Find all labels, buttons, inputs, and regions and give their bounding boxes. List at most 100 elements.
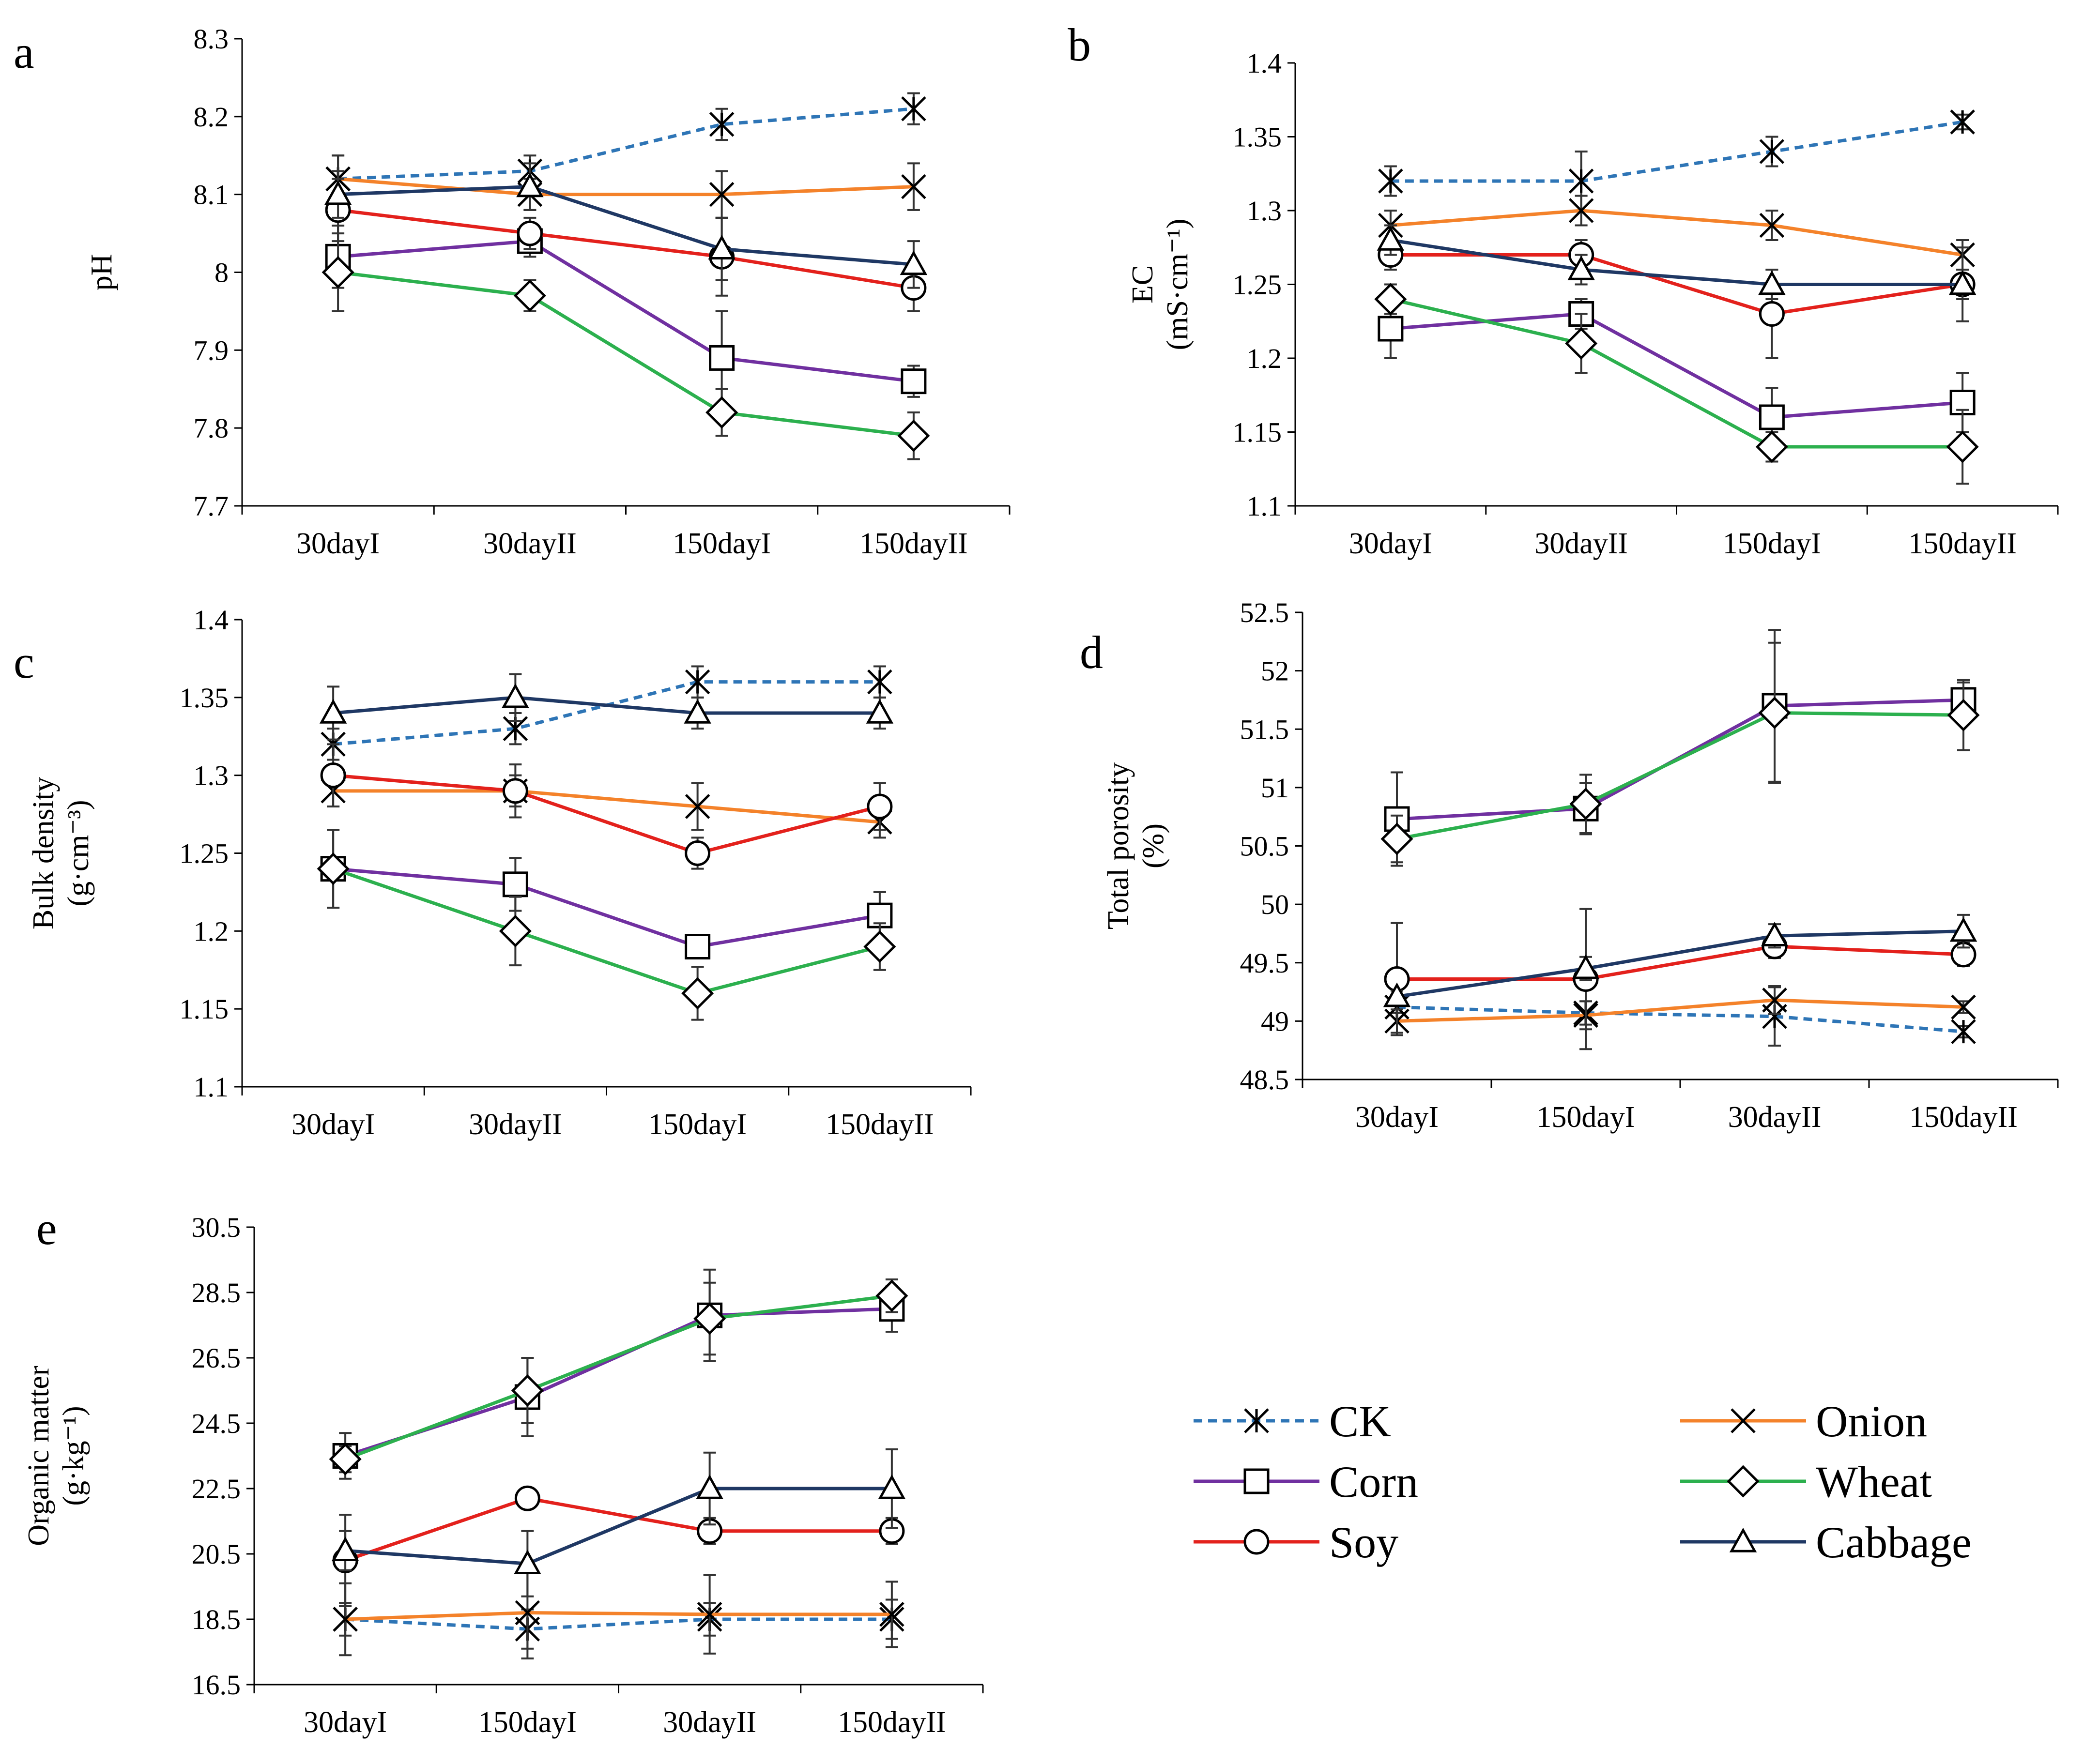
data-point: [1572, 954, 1600, 979]
series-onion: [325, 154, 926, 219]
series-line: [1396, 1005, 1964, 1034]
data-point: [901, 368, 927, 395]
series-wheat: [322, 232, 930, 460]
data-point: [331, 1536, 359, 1561]
x-tick-label: 150dayI: [1723, 527, 1821, 560]
series-line: [1396, 998, 1964, 1023]
y-tick-label: 26.5: [192, 1342, 241, 1374]
data-point: [333, 1607, 358, 1632]
y-tick-label: 18.5: [192, 1604, 241, 1635]
series-soy: [325, 178, 927, 312]
data-point: [515, 1600, 540, 1626]
y-tick-label: 7.7: [194, 490, 229, 522]
series-wheat: [317, 829, 896, 1021]
x-tick-label: 150dayII: [1909, 1101, 2018, 1134]
data-point: [1950, 109, 1975, 135]
series-line: [337, 177, 914, 197]
x-tick-label: 30dayII: [663, 1706, 756, 1739]
data-point: [697, 1602, 722, 1627]
legend-marker: [1244, 1408, 1269, 1433]
series-cabbage: [1377, 224, 1977, 300]
y-tick-label: 52.5: [1240, 597, 1289, 628]
y-tick-label: 1.25: [180, 838, 229, 869]
legend-marker: [1731, 1408, 1756, 1433]
y-tick-label: 1.3: [1247, 195, 1282, 227]
legend-label: CK: [1329, 1397, 1391, 1446]
legend-label: Corn: [1329, 1457, 1418, 1506]
series-line: [337, 271, 914, 438]
y-tick-label: 8.2: [194, 101, 229, 133]
data-point: [875, 1279, 908, 1312]
data-point: [1569, 788, 1602, 821]
x-tick-label: 150dayI: [478, 1706, 577, 1739]
panel-b: b 1.1 1.15 1.2 1.25 1.3 1.35 1.4 30dayI 30dayII 1…: [1068, 19, 2059, 560]
data-point: [1383, 982, 1411, 1007]
y-axis-unit: (%): [1137, 823, 1170, 868]
series-corn: [332, 1268, 905, 1480]
legend-label: Wheat: [1816, 1457, 1932, 1506]
data-point: [709, 112, 735, 137]
series-wheat: [329, 1278, 908, 1475]
y-axis-label: Total porosity: [1102, 762, 1135, 929]
data-point: [867, 793, 893, 820]
data-point: [1568, 168, 1594, 194]
series-line: [333, 696, 880, 715]
y-tick-label: 16.5: [192, 1669, 241, 1701]
x-tick-label: 150dayII: [826, 1108, 934, 1141]
panel-label-b: b: [1068, 19, 1091, 71]
x-tick-label: 150dayI: [673, 527, 771, 560]
data-point: [516, 172, 544, 198]
y-tick-label: 28.5: [192, 1277, 241, 1308]
series-line: [333, 867, 880, 949]
series-line: [333, 789, 880, 824]
data-point: [709, 182, 735, 207]
series-soy: [1384, 908, 1977, 1050]
data-point: [705, 396, 738, 429]
y-tick-label: 52: [1261, 655, 1289, 687]
series-soy: [1378, 239, 1976, 359]
y-tick-label: 1.15: [180, 993, 229, 1025]
data-point: [685, 934, 711, 959]
data-point: [1567, 255, 1595, 280]
data-point: [1762, 988, 1787, 1013]
series-line: [345, 1617, 892, 1631]
y-tick-label: 8.3: [194, 23, 229, 55]
data-point: [499, 914, 532, 947]
legend-marker: [1243, 1468, 1270, 1494]
series-corn: [1378, 298, 1976, 448]
data-point: [1761, 922, 1789, 946]
data-point: [1759, 213, 1785, 238]
series-cabbage: [331, 1448, 906, 1597]
data-point: [878, 1474, 906, 1499]
data-point: [696, 1474, 723, 1499]
series-soy: [320, 743, 893, 870]
series-line: [1396, 711, 1964, 841]
legend-item-ck: CK: [1194, 1397, 1391, 1446]
series-line: [337, 107, 914, 181]
data-point: [708, 235, 736, 259]
data-point: [1946, 430, 1979, 463]
panel-c: c 1.1 1.15 1.2 1.25 1.3 1.35 1.4 30dayI 30dayII 1…: [14, 604, 972, 1141]
panel-label-a: a: [14, 26, 34, 78]
series-onion: [333, 1566, 904, 1659]
series-line: [337, 239, 914, 383]
x-tick-label: 30dayI: [1349, 527, 1432, 560]
y-tick-label: 49: [1261, 1005, 1289, 1037]
series-ck: [333, 1598, 904, 1650]
legend: CK Onion Corn Wheat Soy Cabbage: [1194, 1397, 1972, 1567]
data-point: [317, 852, 350, 885]
series-line: [333, 774, 880, 855]
series-cabbage: [319, 673, 894, 741]
legend-item-corn: Corn: [1194, 1457, 1418, 1506]
y-tick-label: 1.15: [1233, 417, 1282, 448]
x-tick-label: 150dayII: [859, 527, 968, 560]
data-point: [1374, 283, 1407, 316]
data-point: [502, 683, 529, 708]
y-tick-label: 50.5: [1240, 831, 1289, 862]
data-point: [901, 96, 926, 122]
series-wheat: [1380, 641, 1980, 864]
y-tick-label: 1.35: [180, 682, 229, 714]
data-point: [1759, 404, 1785, 430]
data-point: [514, 1485, 540, 1511]
y-axis-label: Bulk density: [27, 777, 60, 929]
